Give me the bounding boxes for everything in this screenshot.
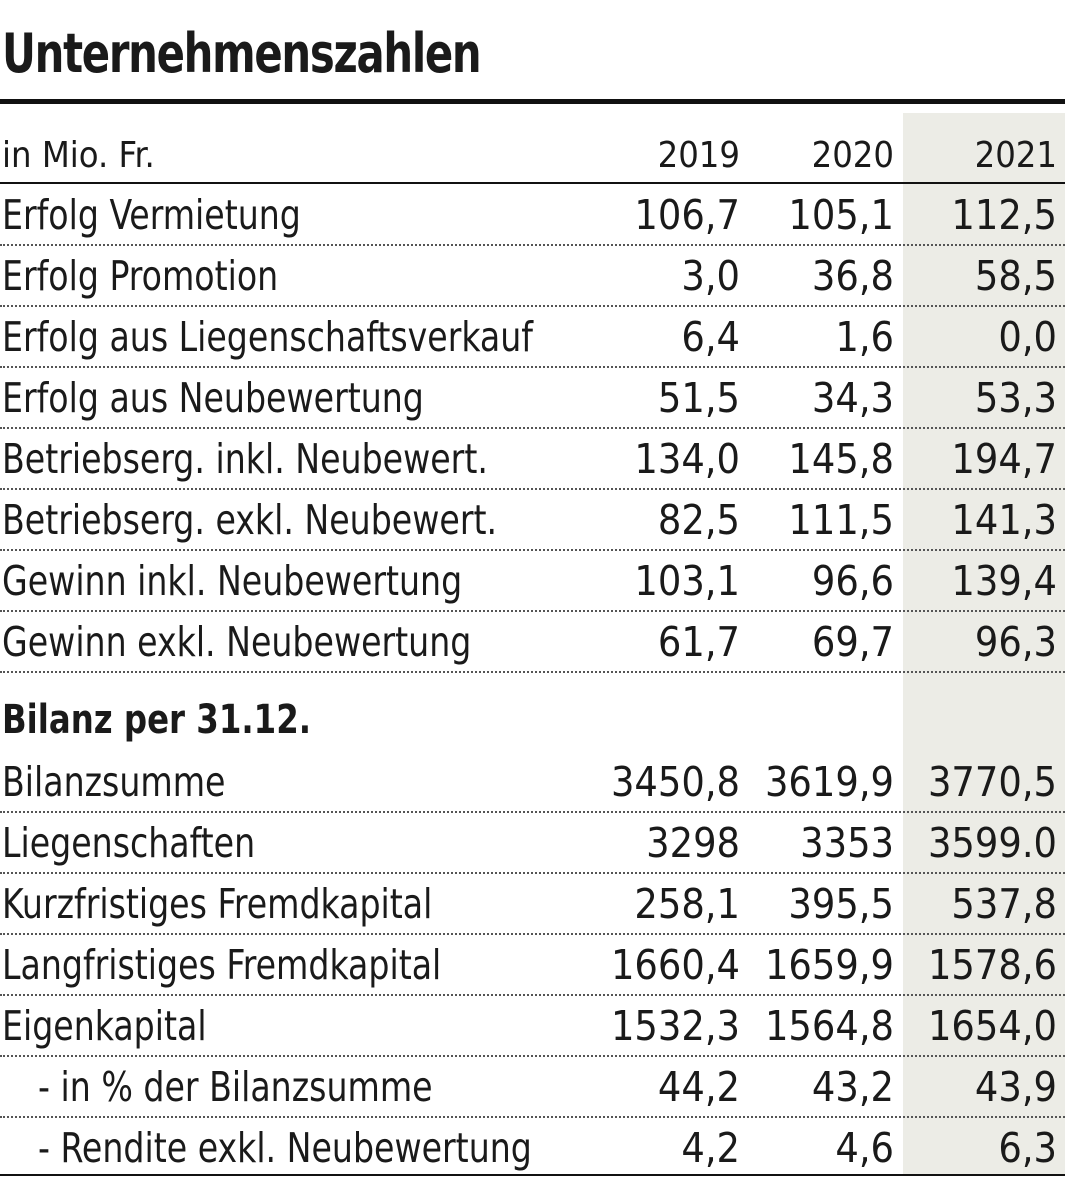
- value-2021: 3770,5: [927, 758, 1057, 806]
- section-title: Bilanz per 31.12.: [2, 697, 312, 743]
- value-2019: 103,1: [634, 557, 740, 605]
- table-title: Unternehmenszahlen: [2, 22, 482, 85]
- value-2019: 61,7: [657, 618, 740, 666]
- value-2021: 53,3: [974, 374, 1057, 422]
- value-2019: 134,0: [634, 435, 740, 483]
- year-2020-header: 2020: [811, 135, 894, 176]
- row-label: Bilanzsumme: [2, 758, 226, 806]
- value-2020: 36,8: [811, 252, 894, 300]
- value-2020: 34,3: [811, 374, 894, 422]
- table-row: Erfolg aus Neubewertung 51,5 34,3 53,3: [0, 368, 1065, 429]
- row-label: Gewinn inkl. Neubewertung: [2, 557, 463, 605]
- value-2019: 44,2: [657, 1063, 740, 1111]
- value-2019: 82,5: [657, 496, 740, 544]
- row-label: Langfristiges Fremdkapital: [2, 941, 442, 989]
- value-2021: 0,0: [998, 313, 1057, 361]
- highlight-column-2021: [903, 113, 1065, 1174]
- row-label: Liegenschaften: [2, 819, 256, 867]
- value-2021: 43,9: [974, 1063, 1057, 1111]
- value-2019: 6,4: [681, 313, 740, 361]
- table-row: - Rendite exkl. Neubewertung 4,2 4,6 6,3: [0, 1118, 1065, 1179]
- table-row: Betriebserg. inkl. Neubewert. 134,0 145,…: [0, 429, 1065, 490]
- table-row: Bilanzsumme 3450,8 3619,9 3770,5: [0, 752, 1065, 813]
- value-2021: 96,3: [974, 618, 1057, 666]
- value-2021: 112,5: [951, 191, 1057, 239]
- row-label: Erfolg Promotion: [2, 252, 279, 300]
- table-header: in Mio. Fr. 2019 2020 2021: [0, 130, 1065, 184]
- table-row: - in % der Bilanzsumme 44,2 43,2 43,9: [0, 1057, 1065, 1118]
- value-2020: 111,5: [788, 496, 894, 544]
- value-2019: 51,5: [657, 374, 740, 422]
- table-row: Eigenkapital 1532,3 1564,8 1654,0: [0, 996, 1065, 1057]
- value-2020: 105,1: [788, 191, 894, 239]
- value-2019: 3,0: [681, 252, 740, 300]
- value-2020: 4,6: [835, 1124, 894, 1172]
- value-2019: 3450,8: [610, 758, 740, 806]
- row-label: Erfolg aus Liegenschaftsverkauf: [2, 313, 533, 361]
- row-label: Gewinn exkl. Neubewertung: [2, 618, 472, 666]
- table-row: Langfristiges Fremdkapital 1660,4 1659,9…: [0, 935, 1065, 996]
- value-2021: 194,7: [951, 435, 1057, 483]
- value-2021: 139,4: [951, 557, 1057, 605]
- value-2020: 395,5: [788, 880, 894, 928]
- year-2019-header: 2019: [657, 135, 740, 176]
- unit-label: in Mio. Fr.: [2, 135, 155, 176]
- value-2019: 1532,3: [610, 1002, 740, 1050]
- value-2019: 106,7: [634, 191, 740, 239]
- row-label: - in % der Bilanzsumme: [38, 1063, 433, 1111]
- top-rule: [0, 99, 1065, 104]
- value-2020: 1659,9: [764, 941, 894, 989]
- row-label: Erfolg Vermietung: [2, 191, 301, 239]
- row-label: Erfolg aus Neubewertung: [2, 374, 424, 422]
- value-2020: 96,6: [811, 557, 894, 605]
- table-row: Erfolg aus Liegenschaftsverkauf 6,4 1,6 …: [0, 307, 1065, 368]
- table-row: Liegenschaften 3298 3353 3599.0: [0, 813, 1065, 874]
- value-2020: 145,8: [788, 435, 894, 483]
- value-2021: 58,5: [974, 252, 1057, 300]
- value-2021: 6,3: [998, 1124, 1057, 1172]
- table-row: Betriebserg. exkl. Neubewert. 82,5 111,5…: [0, 490, 1065, 551]
- table-row: Erfolg Promotion 3,0 36,8 58,5: [0, 246, 1065, 307]
- value-2020: 1,6: [835, 313, 894, 361]
- value-2020: 1564,8: [764, 1002, 894, 1050]
- year-2021-header: 2021: [974, 135, 1057, 176]
- row-label: Eigenkapital: [2, 1002, 207, 1050]
- value-2019: 1660,4: [610, 941, 740, 989]
- value-2021: 537,8: [951, 880, 1057, 928]
- value-2019: 4,2: [681, 1124, 740, 1172]
- value-2020: 69,7: [811, 618, 894, 666]
- bottom-rule: [0, 1174, 1065, 1176]
- value-2021: 3599.0: [927, 819, 1057, 867]
- table-row: Kurzfristiges Fremdkapital 258,1 395,5 5…: [0, 874, 1065, 935]
- value-2020: 3619,9: [764, 758, 894, 806]
- row-label: - Rendite exkl. Neubewertung: [38, 1124, 532, 1172]
- value-2021: 1578,6: [927, 941, 1057, 989]
- value-2020: 3353: [800, 819, 894, 867]
- table-row: Gewinn exkl. Neubewertung 61,7 69,7 96,3: [0, 612, 1065, 673]
- table-row: Erfolg Vermietung 106,7 105,1 112,5: [0, 185, 1065, 246]
- row-label: Betriebserg. exkl. Neubewert.: [2, 496, 498, 544]
- value-2021: 141,3: [951, 496, 1057, 544]
- value-2020: 43,2: [811, 1063, 894, 1111]
- value-2019: 258,1: [634, 880, 740, 928]
- table-row: Gewinn inkl. Neubewertung 103,1 96,6 139…: [0, 551, 1065, 612]
- row-label: Betriebserg. inkl. Neubewert.: [2, 435, 488, 483]
- row-label: Kurzfristiges Fremdkapital: [2, 880, 433, 928]
- value-2019: 3298: [646, 819, 740, 867]
- value-2021: 1654,0: [927, 1002, 1057, 1050]
